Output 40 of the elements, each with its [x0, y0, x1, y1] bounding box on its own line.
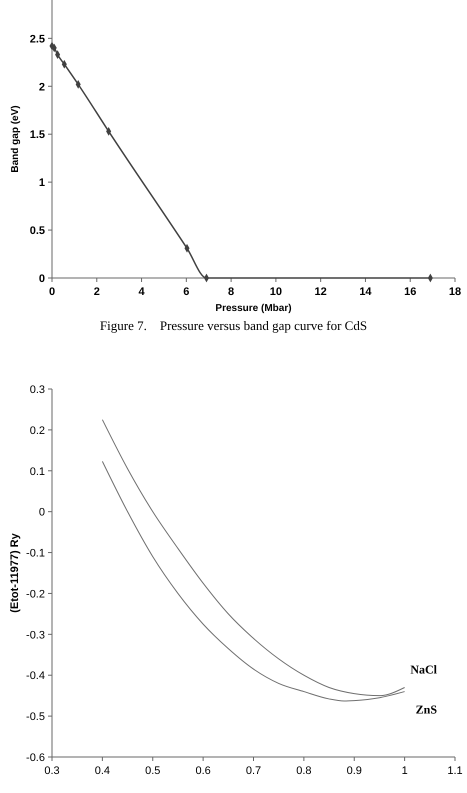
- x-tick-label: 14: [359, 286, 372, 298]
- y-tick-label: 1: [38, 177, 45, 190]
- x-tick-label: 4: [138, 286, 146, 298]
- x-tick-label: 1.1: [447, 765, 463, 777]
- x-tick-label: 0.9: [346, 765, 362, 777]
- y-tick-label: -0.6: [26, 752, 45, 764]
- y-tick-label: 1.5: [30, 129, 45, 142]
- y-tick-label: 2.5: [30, 33, 45, 46]
- x-tick-label: 18: [448, 286, 462, 298]
- y-tick-label: 2: [38, 81, 45, 94]
- y-tick-label: 0.1: [30, 466, 45, 478]
- x-tick-label: 8: [228, 286, 234, 298]
- x-tick-label: 6: [183, 286, 190, 298]
- x-tick-label: 16: [404, 286, 416, 298]
- x-tick-label: 1: [402, 765, 408, 777]
- y-tick-label: -0.4: [26, 670, 45, 682]
- y-tick-label: 0: [38, 273, 45, 285]
- x-tick-label: 2: [94, 286, 100, 298]
- x-tick-label: 0.6: [195, 765, 211, 777]
- y-tick-label: -0.2: [26, 588, 45, 600]
- x-tick-label: 0.8: [296, 765, 312, 777]
- series-label: ZnS: [416, 702, 438, 717]
- x-axis-title: Pressure (Mbar): [215, 303, 292, 314]
- x-tick-label: 10: [270, 286, 282, 298]
- y-tick-label: -0.1: [26, 548, 45, 560]
- y-tick-label: -0.3: [26, 629, 45, 642]
- x-tick-label: 0: [48, 286, 56, 298]
- y-tick-label: -0.5: [26, 711, 45, 724]
- y-tick-label: 0.2: [30, 424, 45, 437]
- x-tick-label: 0.5: [145, 765, 160, 777]
- y-axis-title: Band gap (eV): [10, 105, 21, 173]
- x-tick-label: 12: [314, 286, 327, 298]
- y-axis-title: (Etot-11977) Ry: [9, 532, 21, 613]
- series-label: NaCl: [410, 662, 438, 676]
- y-tick-label: 0: [38, 506, 45, 519]
- x-tick-label: 0.4: [94, 765, 110, 777]
- y-tick-label: 0.5: [30, 225, 45, 238]
- y-tick-label: 0.3: [30, 384, 45, 396]
- caption: Figure 7. Pressure versus band gap curve for CdS: [100, 318, 368, 333]
- x-tick-label: 0.7: [246, 765, 262, 777]
